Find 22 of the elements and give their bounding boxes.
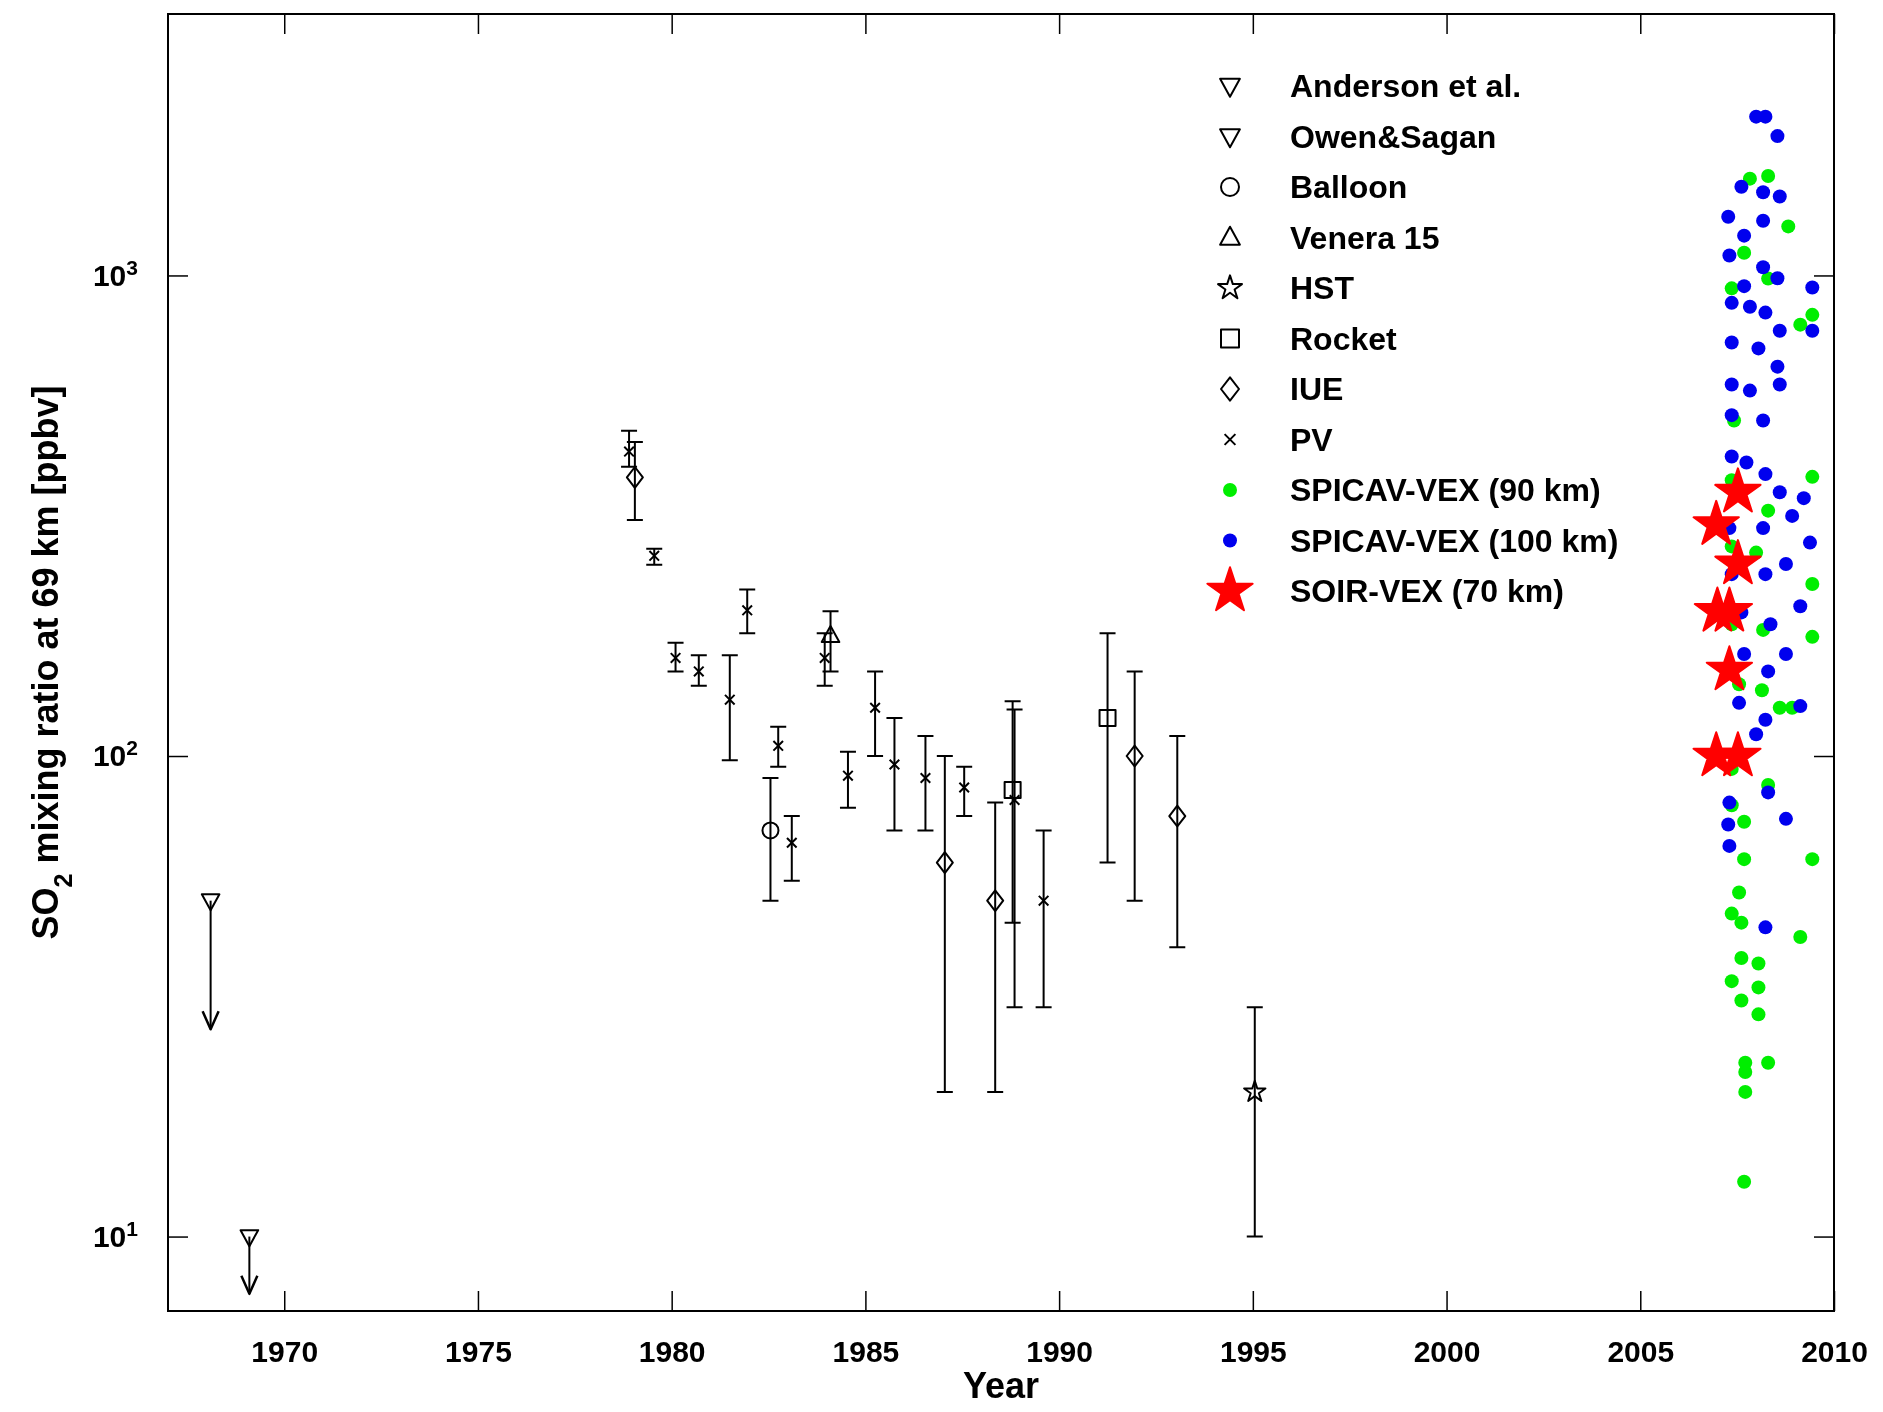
legend-label: SPICAV-VEX (100 km) — [1290, 522, 1619, 559]
x-tick-label: 2010 — [1801, 1335, 1868, 1369]
x-tick-label: 2005 — [1607, 1335, 1675, 1369]
legend-label: SOIR-VEX (70 km) — [1290, 573, 1564, 609]
y-tick-label: 10$^{1}$ — [92, 1216, 139, 1253]
legend-label: Balloon — [1290, 169, 1408, 205]
x-tick-label: 1985 — [832, 1335, 900, 1369]
x-tick-label: 1970 — [251, 1335, 319, 1369]
legend-label: Rocket — [1290, 320, 1398, 357]
legend-label: HST — [1290, 270, 1355, 306]
x-tick-label: 1995 — [1219, 1335, 1287, 1369]
legend-label: IUE — [1290, 371, 1344, 407]
legend-label: Venera 15 — [1290, 219, 1440, 256]
x-tick-label: 2000 — [1413, 1335, 1481, 1369]
legend-label: Anderson et al. — [1290, 68, 1522, 104]
x-tick-label: 1980 — [638, 1335, 706, 1369]
legend-label: Owen&Sagan — [1290, 118, 1497, 155]
legend-label: PV — [1290, 421, 1334, 458]
x-tick-label: 1975 — [445, 1335, 512, 1369]
y-tick-label: 10$^{2}$ — [92, 735, 138, 773]
legend-label: SPICAV-VEX (90 km) — [1290, 472, 1601, 508]
y-tick-label: 10$^{3}$ — [92, 255, 138, 292]
